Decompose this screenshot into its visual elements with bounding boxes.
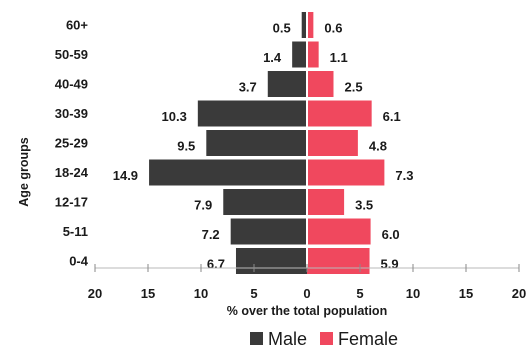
category-label: 18-24	[55, 165, 89, 180]
legend-swatch-male	[250, 332, 263, 345]
categories: 60+ 50-59 40-49 30-39 25-29 18-24 12-17 5-11 0-4	[55, 18, 89, 269]
data-label-female: 3.5	[355, 198, 373, 213]
data-label-male: 7.2	[202, 227, 220, 242]
category-label: 25-29	[55, 136, 88, 151]
bar-female	[307, 159, 385, 186]
x-tick-label: 15	[459, 286, 473, 301]
x-tick-label: 10	[406, 286, 420, 301]
data-label-male: 1.4	[263, 50, 282, 65]
bar-female	[307, 41, 319, 68]
data-label-male: 9.5	[177, 139, 195, 154]
bar-female	[307, 248, 370, 274]
female-bars: 0.6 1.1 2.5 6.1 4.8 7.3 3.5 6.0 5.9	[307, 12, 413, 274]
x-tick-label: 5	[356, 286, 363, 301]
category-label: 5-11	[63, 224, 88, 239]
bar-male	[267, 71, 307, 97]
bar-male	[149, 159, 307, 186]
bar-male	[292, 41, 307, 68]
bar-female	[307, 12, 314, 38]
x-tick-label: 10	[194, 286, 208, 301]
data-label-female: 7.3	[395, 168, 413, 183]
data-label-female: 0.6	[324, 21, 342, 36]
bar-male	[230, 218, 307, 245]
category-label: 30-39	[55, 106, 88, 121]
category-label: 50-59	[55, 47, 88, 62]
data-label-male: 3.7	[239, 80, 257, 95]
category-label: 60+	[66, 18, 88, 33]
data-label-male: 6.7	[207, 257, 225, 272]
legend-label-male: Male	[268, 329, 307, 349]
bar-female	[307, 189, 345, 215]
x-axis: 20 15 10 5 0 5 10 15 20	[88, 11, 526, 301]
legend: Male Female	[250, 329, 398, 349]
data-label-female: 5.9	[381, 257, 399, 272]
data-label-female: 6.1	[383, 109, 401, 124]
data-label-male: 0.5	[273, 21, 291, 36]
bar-female	[307, 130, 358, 156]
bar-male	[235, 248, 307, 274]
x-tick-label: 0	[303, 286, 310, 301]
data-label-male: 7.9	[194, 198, 212, 213]
category-label: 40-49	[55, 77, 88, 92]
data-label-female: 6.0	[382, 227, 400, 242]
bar-male	[223, 189, 307, 215]
data-label-male: 14.9	[113, 168, 138, 183]
x-tick-label: 20	[512, 286, 526, 301]
bar-male	[301, 12, 307, 38]
data-label-male: 10.3	[162, 109, 187, 124]
category-label: 12-17	[55, 195, 88, 210]
data-label-female: 4.8	[369, 139, 387, 154]
y-axis-title: Age groups	[17, 137, 31, 206]
x-tick-label: 15	[141, 286, 155, 301]
male-bars: 0.5 1.4 3.7 10.3 9.5 14.9 7.9 7.2 6.7	[113, 12, 307, 274]
x-tick-label: 5	[250, 286, 257, 301]
bar-male	[206, 130, 307, 156]
x-tick-label: 20	[88, 286, 102, 301]
category-label: 0-4	[69, 254, 89, 269]
legend-label-female: Female	[338, 329, 398, 349]
data-label-female: 2.5	[345, 80, 363, 95]
bar-male	[197, 100, 307, 127]
bar-female	[307, 218, 371, 245]
bar-female	[307, 71, 334, 97]
legend-swatch-female	[320, 332, 333, 345]
x-axis-title: % over the total population	[227, 304, 387, 318]
data-label-female: 1.1	[330, 50, 348, 65]
bar-female	[307, 100, 372, 127]
